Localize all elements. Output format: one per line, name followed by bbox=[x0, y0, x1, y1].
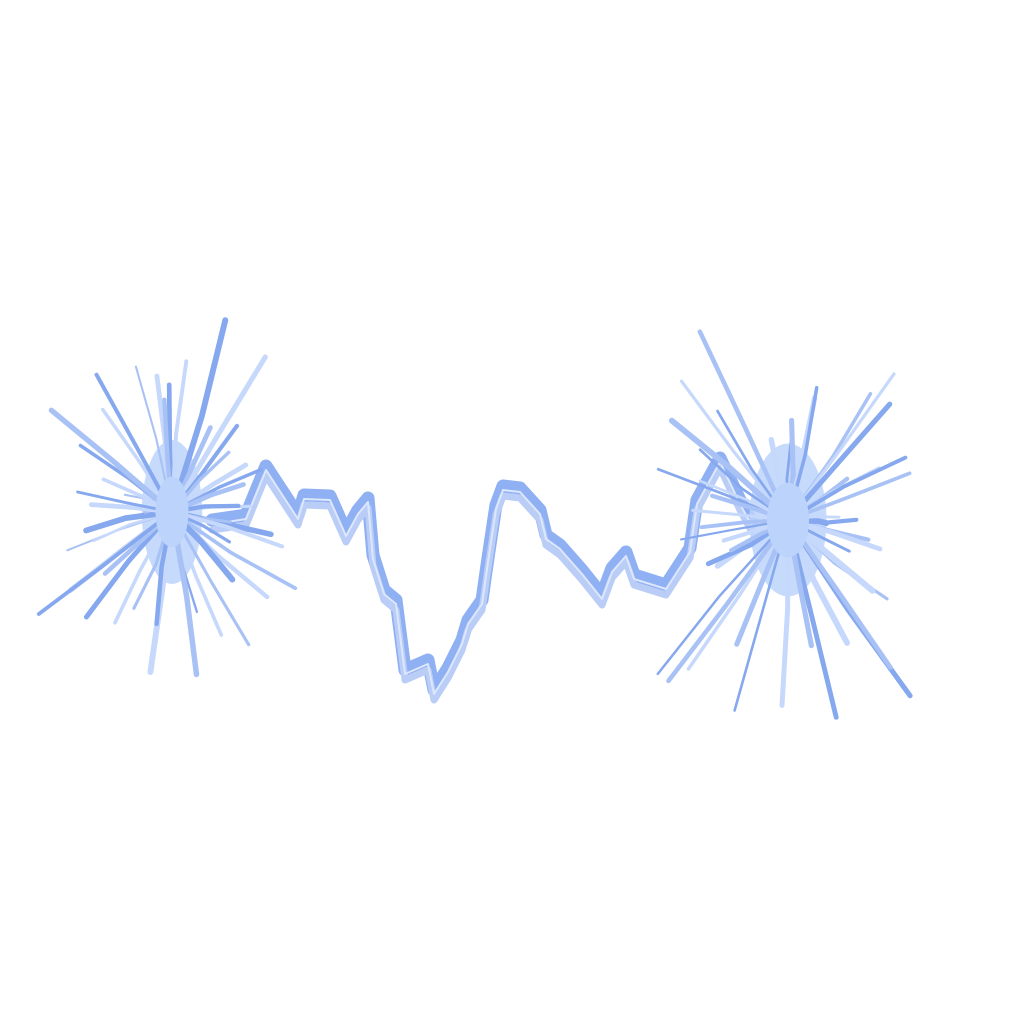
burst-spike bbox=[679, 379, 790, 522]
burst-spike bbox=[48, 407, 175, 515]
burst-spike bbox=[697, 329, 791, 523]
burst-spike bbox=[170, 510, 298, 591]
lightning-bolt bbox=[205, 451, 759, 704]
burst-spike bbox=[170, 510, 251, 647]
burst-spike bbox=[36, 510, 174, 616]
burst-spike bbox=[668, 417, 791, 523]
burst-spike bbox=[169, 354, 268, 515]
burst-center bbox=[767, 482, 809, 558]
burst-spike bbox=[169, 317, 229, 515]
burst-spike bbox=[785, 517, 893, 670]
burst-spike bbox=[656, 518, 790, 676]
lightning-bolt-outer-stroke bbox=[205, 451, 759, 697]
burst-spike bbox=[170, 510, 285, 549]
burst-center bbox=[155, 476, 189, 548]
left-energy-burst bbox=[36, 317, 298, 678]
burst-spike bbox=[666, 517, 791, 684]
right-energy-burst bbox=[656, 329, 913, 720]
lightning-bolt-core-highlight bbox=[213, 461, 753, 695]
lightning-bolt-inner-stroke bbox=[208, 464, 756, 704]
